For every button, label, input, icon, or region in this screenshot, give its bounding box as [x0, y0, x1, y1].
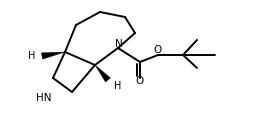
Text: H: H: [28, 51, 36, 61]
Polygon shape: [41, 52, 65, 59]
Text: O: O: [154, 45, 162, 55]
Text: HN: HN: [36, 93, 52, 103]
Text: O: O: [136, 76, 144, 86]
Polygon shape: [95, 65, 110, 82]
Text: H: H: [114, 81, 122, 91]
Text: N: N: [115, 39, 123, 49]
